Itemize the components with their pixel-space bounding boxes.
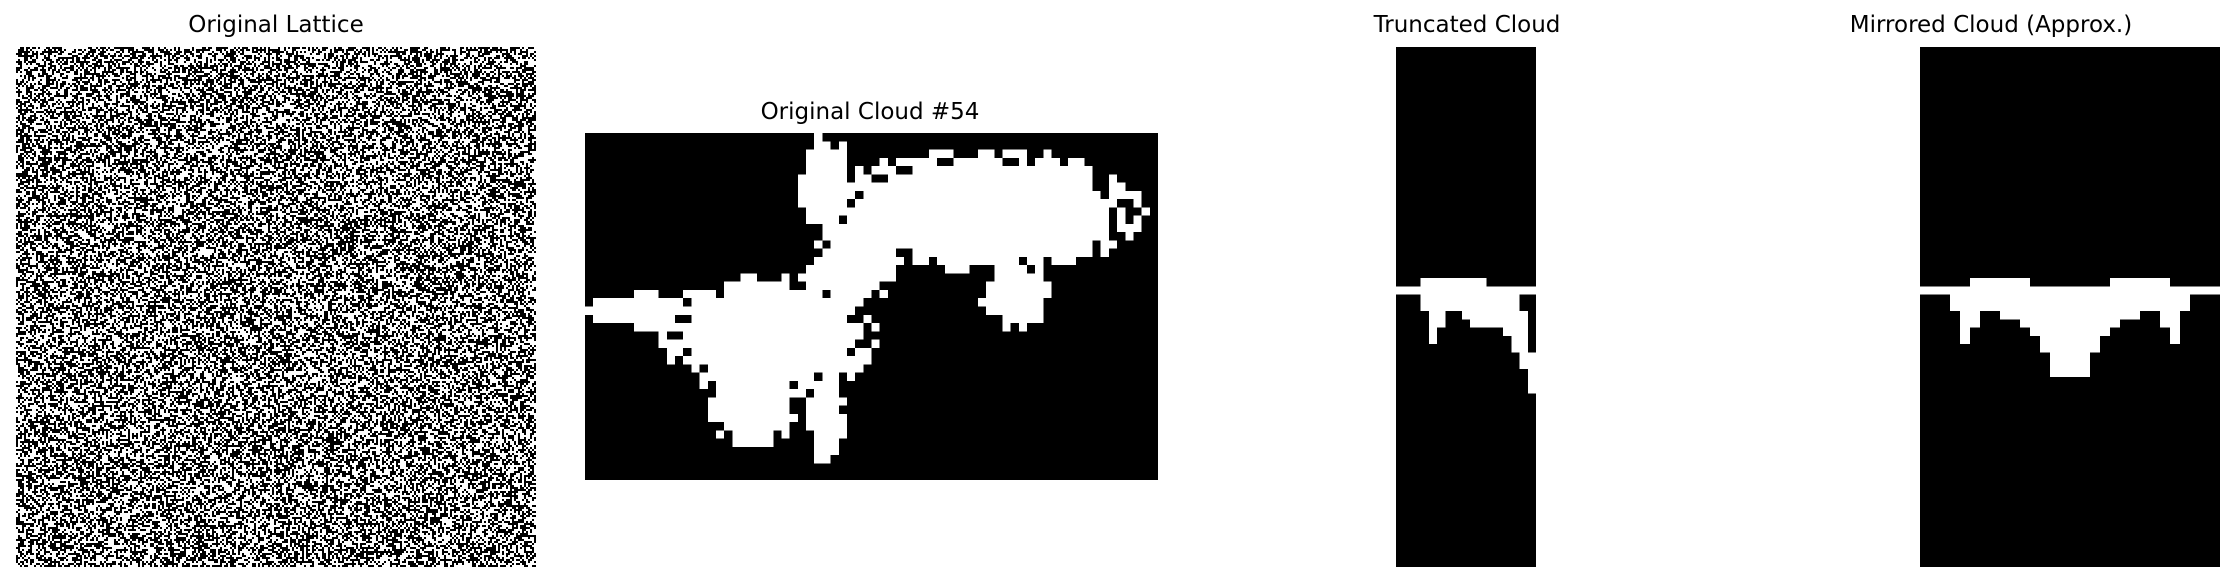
panel-title-truncated-cloud: Truncated Cloud [1373,12,1561,38]
original-lattice-image [16,47,536,567]
panel-title-mirrored-cloud: Mirrored Cloud (Approx.) [1849,12,2133,38]
truncated-cloud-image [1396,47,1536,567]
original-cloud-image [585,133,1158,480]
panel-title-original-cloud: Original Cloud #54 [760,99,980,125]
panel-title-original-lattice: Original Lattice [188,12,364,38]
mirrored-cloud-image [1920,47,2220,567]
